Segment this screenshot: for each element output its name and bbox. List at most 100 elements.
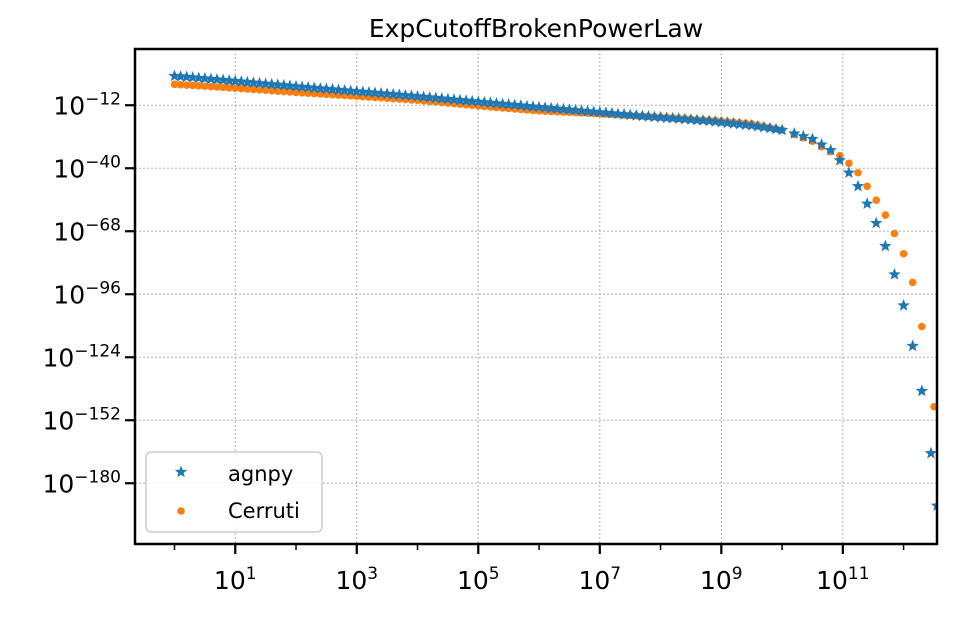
data-point-agnpy	[466, 94, 479, 107]
data-point-agnpy	[545, 101, 558, 114]
data-point-agnpy	[192, 71, 205, 84]
x-tick-label: 101	[214, 564, 257, 595]
data-point-agnpy	[174, 70, 187, 82]
data-point-agnpy	[660, 111, 673, 124]
data-point-agnpy	[897, 299, 910, 311]
legend-marker-agnpy	[174, 465, 188, 478]
data-point-agnpy	[563, 103, 576, 116]
data-point-agnpy	[508, 98, 521, 111]
data-point-cerruti	[286, 88, 294, 96]
x-tick-label: 105	[457, 564, 500, 595]
data-point-agnpy	[690, 113, 704, 126]
data-point-agnpy	[751, 119, 764, 132]
data-point-agnpy	[611, 107, 625, 120]
data-point-agnpy	[721, 116, 734, 129]
data-point-agnpy	[851, 179, 865, 192]
data-point-agnpy	[222, 74, 236, 86]
data-point-agnpy	[235, 75, 248, 87]
data-point-agnpy	[301, 80, 315, 93]
data-point-agnpy	[496, 97, 509, 110]
data-point-agnpy	[551, 102, 564, 114]
data-point-cerruti	[908, 278, 917, 287]
data-point-agnpy	[423, 91, 436, 103]
data-point-agnpy	[259, 77, 272, 90]
x-tick-label: 1011	[816, 564, 869, 595]
legend-label-cerruti: Cerruti	[228, 499, 300, 523]
data-point-agnpy	[593, 105, 606, 118]
data-point-agnpy	[429, 91, 442, 104]
legend-box	[145, 451, 323, 533]
data-point-agnpy	[924, 446, 937, 459]
data-point-agnpy	[387, 87, 400, 100]
data-point-agnpy	[769, 122, 783, 135]
data-point-agnpy	[289, 79, 303, 92]
data-point-agnpy	[709, 115, 722, 127]
data-point-agnpy	[326, 83, 339, 95]
data-point-cerruti	[182, 81, 191, 89]
data-point-agnpy	[374, 86, 388, 99]
legend: agnpy Cerruti	[145, 451, 323, 533]
y-tick-label: 10−124	[42, 341, 121, 372]
data-point-agnpy	[435, 92, 449, 104]
data-point-agnpy	[380, 87, 394, 100]
data-point-agnpy	[459, 94, 473, 107]
x-tick-label: 103	[335, 564, 378, 595]
data-point-agnpy	[271, 78, 284, 91]
data-point-agnpy	[575, 104, 588, 117]
data-point-agnpy	[399, 88, 412, 101]
data-point-agnpy	[605, 106, 619, 119]
data-point-cerruti	[292, 88, 300, 97]
data-point-agnpy	[636, 109, 649, 122]
data-point-agnpy	[277, 78, 291, 91]
data-point-agnpy	[788, 127, 801, 139]
data-point-agnpy	[180, 70, 193, 83]
data-point-agnpy	[666, 111, 679, 124]
data-point-cerruti	[249, 85, 258, 94]
data-point-agnpy	[888, 267, 901, 280]
data-point-agnpy	[478, 95, 491, 108]
data-point-agnpy	[733, 117, 746, 130]
chart-title: ExpCutoffBrokenPowerLaw	[369, 14, 703, 43]
data-point-agnpy	[241, 75, 254, 88]
data-point-agnpy	[930, 499, 937, 512]
data-point-agnpy	[806, 132, 819, 145]
y-tick-label: 10−152	[42, 404, 121, 435]
data-point-agnpy	[411, 89, 424, 102]
data-point-agnpy	[842, 166, 856, 179]
data-point-agnpy	[405, 89, 418, 102]
data-point-agnpy	[824, 143, 837, 156]
data-point-agnpy	[526, 100, 540, 112]
data-point-agnpy	[332, 83, 345, 96]
plot-frame	[133, 47, 939, 546]
x-tick-label: 107	[578, 564, 621, 595]
data-point-agnpy	[678, 112, 692, 125]
data-point-cerruti	[267, 86, 276, 95]
data-point-agnpy	[538, 101, 552, 113]
data-point-cerruti	[890, 229, 899, 238]
data-point-agnpy	[362, 85, 376, 98]
data-point-agnpy	[320, 82, 333, 95]
data-point-agnpy	[204, 72, 218, 85]
data-point-cerruti	[225, 83, 233, 92]
data-point-agnpy	[648, 110, 661, 123]
data-point-cerruti	[280, 87, 288, 96]
data-point-agnpy	[168, 69, 181, 82]
data-point-cerruti	[918, 322, 926, 331]
data-point-cerruti	[237, 84, 246, 93]
data-point-agnpy	[247, 76, 260, 89]
data-point-agnpy	[356, 85, 370, 98]
data-point-agnpy	[715, 115, 728, 128]
data-point-agnpy	[745, 119, 758, 131]
data-point-agnpy	[229, 74, 242, 87]
legend-marker-agnpy-symbol	[174, 465, 188, 478]
data-point-cerruti	[176, 80, 185, 89]
data-point-cerruti	[881, 211, 890, 219]
data-point-agnpy	[314, 81, 327, 94]
data-point-cerruti	[872, 196, 881, 204]
data-point-cerruti	[854, 168, 862, 177]
data-point-cerruti	[930, 402, 937, 411]
data-point-agnpy	[815, 138, 828, 150]
data-point-agnpy	[253, 76, 266, 89]
